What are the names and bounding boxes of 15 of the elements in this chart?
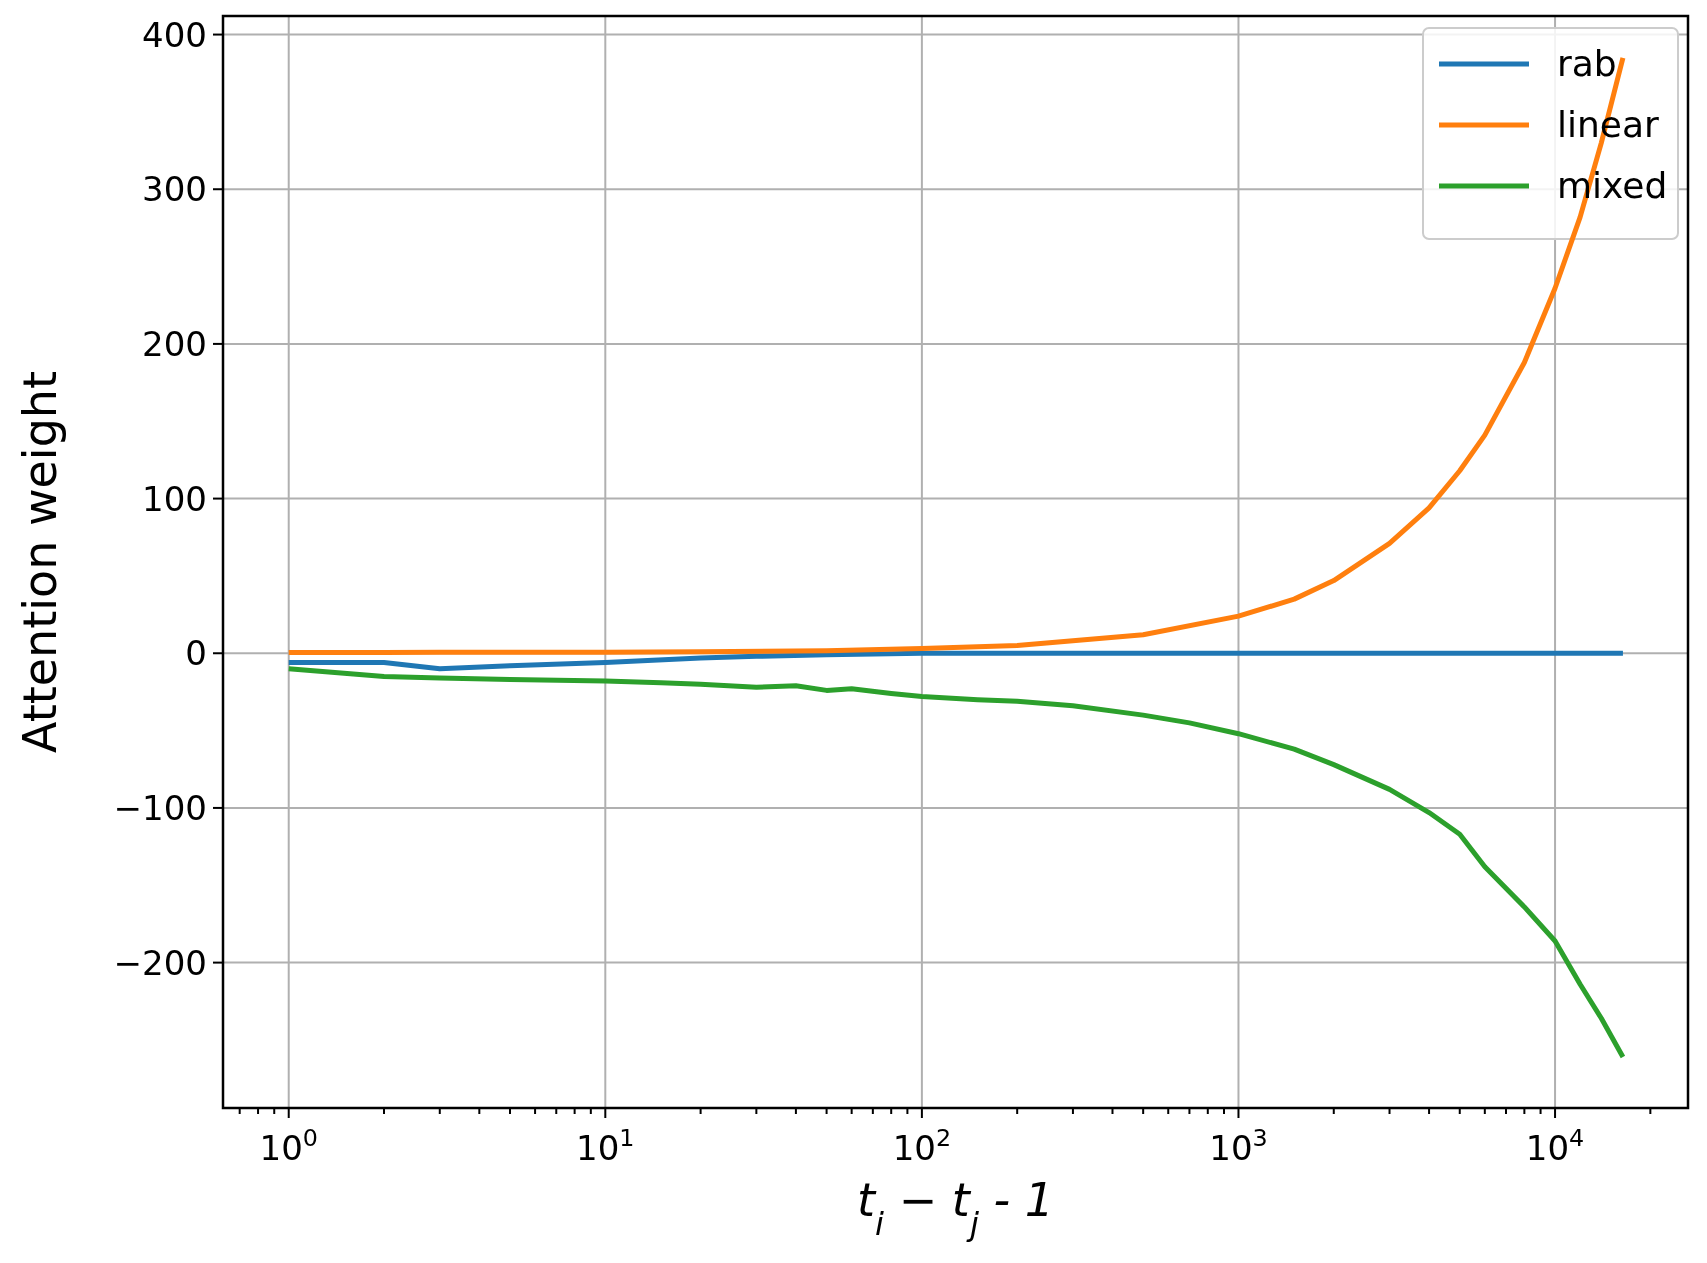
- x-tick-label: 10$^{4}$: [1525, 1124, 1585, 1168]
- x-axis-title: t$_{i}$ − t$_{j}$ - 1: [857, 1173, 1054, 1243]
- y-tick-label: −100: [113, 787, 207, 828]
- x-tick-label: 10$^{3}$: [1209, 1124, 1268, 1168]
- x-tick-label: 10$^{0}$: [259, 1124, 318, 1168]
- x-tick-label: 10$^{2}$: [892, 1124, 952, 1168]
- y-tick-label: 200: [142, 323, 207, 364]
- y-tick-label: 400: [142, 14, 207, 55]
- y-tick-label: 300: [142, 169, 207, 210]
- y-tick-label: −200: [113, 942, 207, 983]
- x-tick-label: 10$^{1}$: [576, 1124, 635, 1168]
- y-axis-title: Attention weight: [13, 370, 67, 754]
- legend-label: rab: [1557, 43, 1617, 84]
- y-tick-label: 100: [142, 478, 207, 519]
- y-tick-label: 0: [185, 633, 207, 674]
